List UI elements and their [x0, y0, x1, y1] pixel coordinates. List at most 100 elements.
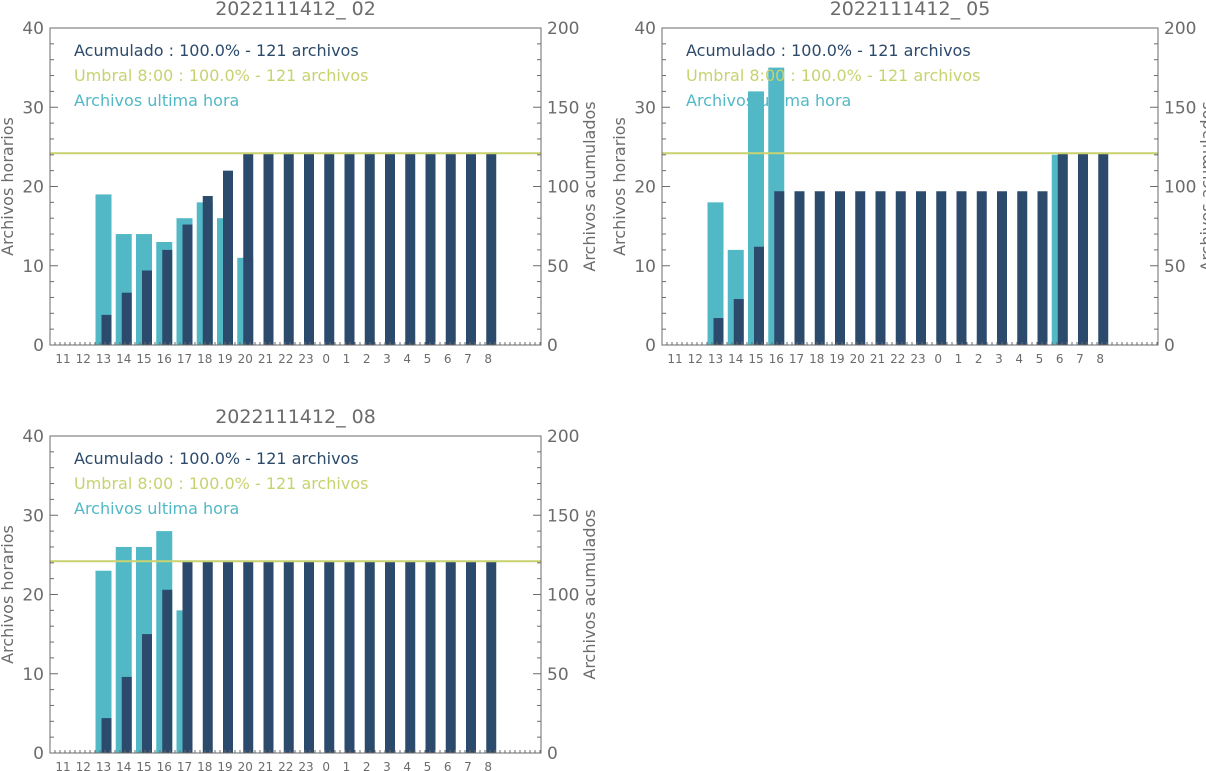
- x-tick-label: 15: [136, 760, 151, 771]
- x-tick-label: 2: [363, 760, 371, 771]
- x-tick-label: 11: [667, 352, 682, 366]
- cumulative-bar: [324, 561, 335, 753]
- cumulative-bar: [1057, 153, 1068, 345]
- y2-tick-label: 200: [547, 427, 579, 447]
- cumulative-bar: [182, 224, 193, 345]
- cumulative-bar: [466, 561, 476, 753]
- y-tick-label: 40: [634, 19, 656, 39]
- y2-tick-label: 200: [547, 19, 579, 39]
- cumulative-bar: [916, 191, 926, 345]
- cumulative-bar: [121, 676, 132, 753]
- x-tick-label: 3: [383, 352, 391, 366]
- y2-tick-label: 100: [547, 586, 579, 606]
- x-tick-label: 12: [688, 352, 703, 366]
- x-tick-label: 20: [850, 352, 865, 366]
- x-tick-label: 8: [484, 352, 492, 366]
- x-tick-label: 23: [910, 352, 925, 366]
- x-tick-label: 8: [484, 760, 492, 771]
- x-tick-label: 15: [136, 352, 151, 366]
- cumulative-bar: [385, 561, 395, 753]
- cumulative-bar: [324, 153, 335, 345]
- cumulative-bar: [101, 314, 112, 345]
- x-tick-label: 19: [217, 760, 232, 771]
- cumulative-bar: [774, 191, 785, 345]
- cumulative-bar: [142, 634, 152, 753]
- cumulative-bar: [814, 191, 825, 345]
- hourly-bar: [95, 570, 112, 753]
- y-tick-label: 10: [22, 257, 44, 277]
- cumulative-bar: [162, 589, 173, 753]
- cumulative-bar: [1098, 153, 1109, 345]
- y2-axis-label: Archivos acumulados: [580, 509, 599, 679]
- cumulative-bar: [304, 561, 314, 753]
- x-tick-label: 11: [55, 352, 70, 366]
- legend-entry-cumulative: Acumulado : 100.0% - 121 archivos: [74, 41, 359, 60]
- cumulative-bar: [794, 191, 805, 345]
- legend-entry-cumulative: Acumulado : 100.0% - 121 archivos: [686, 41, 971, 60]
- x-tick-label: 15: [748, 352, 763, 366]
- x-tick-label: 14: [116, 352, 131, 366]
- y2-tick-label: 150: [547, 506, 579, 526]
- x-tick-label: 3: [995, 352, 1003, 366]
- cumulative-bar: [425, 153, 436, 345]
- x-tick-label: 18: [197, 352, 212, 366]
- x-tick-label: 13: [708, 352, 723, 366]
- cumulative-bar: [304, 153, 314, 345]
- x-tick-label: 16: [769, 352, 784, 366]
- x-tick-label: 1: [955, 352, 963, 366]
- y-tick-label: 20: [22, 178, 44, 198]
- y2-tick-label: 50: [1164, 257, 1186, 277]
- y-tick-label: 30: [22, 506, 44, 526]
- x-tick-label: 21: [258, 760, 273, 771]
- x-tick-label: 12: [76, 352, 91, 366]
- cumulative-bar: [713, 318, 724, 345]
- cumulative-bar: [405, 153, 416, 345]
- legend-entry-threshold: Umbral 8:00 : 100.0% - 121 archivos: [686, 66, 980, 85]
- y2-axis-label: Archivos acumulados: [1197, 101, 1206, 271]
- y-tick-label: 30: [22, 98, 44, 118]
- x-tick-label: 6: [444, 352, 452, 366]
- x-tick-label: 18: [809, 352, 824, 366]
- cumulative-bar: [405, 561, 416, 753]
- y-tick-label: 30: [634, 98, 656, 118]
- y2-tick-label: 0: [1164, 336, 1175, 356]
- x-tick-label: 2: [975, 352, 983, 366]
- legend-entry-hourly: Archivos ultima hora: [74, 499, 239, 518]
- x-tick-label: 5: [1036, 352, 1044, 366]
- cumulative-bar: [1078, 153, 1088, 345]
- legend-entry-hourly: Archivos ultima hora: [686, 91, 851, 110]
- x-tick-label: 19: [217, 352, 232, 366]
- x-tick-label: 19: [829, 352, 844, 366]
- y-axis-label: Archivos horarios: [0, 117, 17, 256]
- y-axis-label: Archivos horarios: [610, 117, 629, 256]
- y2-tick-label: 100: [1164, 178, 1196, 198]
- x-tick-label: 22: [890, 352, 905, 366]
- x-tick-label: 6: [1056, 352, 1064, 366]
- cumulative-bar: [445, 561, 456, 753]
- chart-title: 2022111412_ 02: [215, 0, 376, 20]
- legend-entry-hourly: Archivos ultima hora: [74, 91, 239, 110]
- cumulative-bar: [263, 561, 274, 753]
- cumulative-bar: [364, 153, 375, 345]
- x-tick-label: 0: [322, 352, 330, 366]
- x-tick-label: 22: [278, 760, 293, 771]
- cumulative-bar: [445, 153, 456, 345]
- y2-tick-label: 50: [547, 257, 569, 277]
- x-tick-label: 0: [934, 352, 942, 366]
- y-tick-label: 40: [22, 427, 44, 447]
- y2-tick-label: 100: [547, 178, 579, 198]
- cumulative-bar: [223, 170, 233, 345]
- cumulative-bar: [263, 153, 274, 345]
- cumulative-bar: [202, 561, 213, 753]
- x-tick-label: 16: [157, 760, 172, 771]
- x-tick-label: 14: [116, 760, 131, 771]
- legend-entry-threshold: Umbral 8:00 : 100.0% - 121 archivos: [74, 66, 368, 85]
- x-tick-label: 7: [464, 352, 472, 366]
- cumulative-bar: [202, 196, 213, 345]
- x-tick-label: 16: [157, 352, 172, 366]
- x-tick-label: 11: [55, 760, 70, 771]
